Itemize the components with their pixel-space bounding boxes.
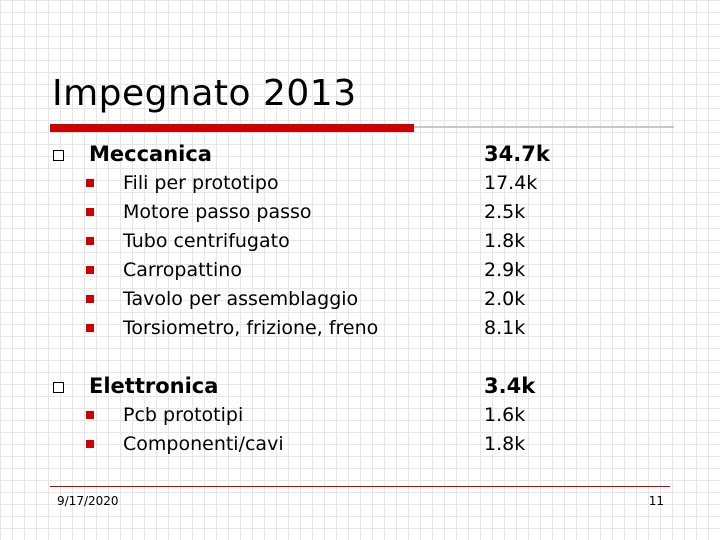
title-accent-bar (50, 124, 414, 132)
list-item: Carropattino 2.9k (0, 256, 720, 285)
red-square-bullet-icon (86, 237, 94, 245)
footer-date: 9/17/2020 (57, 494, 119, 508)
section-row-meccanica: Meccanica 34.7k (0, 140, 720, 169)
title-divider-line (414, 126, 674, 128)
red-square-bullet-icon (86, 208, 94, 216)
item-value: 1.6k (484, 404, 526, 426)
item-label: Torsiometro, frizione, freno (123, 317, 379, 339)
item-label: Tubo centrifugato (123, 230, 290, 252)
item-value: 2.9k (484, 259, 526, 281)
section-total: 34.7k (484, 142, 550, 166)
item-label: Componenti/cavi (123, 433, 284, 455)
footer-divider-line (50, 486, 670, 487)
section-total: 3.4k (484, 374, 536, 398)
section-label: Elettronica (89, 374, 219, 398)
item-value: 2.0k (484, 288, 526, 310)
item-label: Pcb prototipi (123, 404, 244, 426)
list-item: Componenti/cavi 1.8k (0, 430, 720, 459)
list-item: Tavolo per assemblaggio 2.0k (0, 285, 720, 314)
list-item: Fili per prototipo 17.4k (0, 169, 720, 198)
page-number: 11 (648, 494, 664, 508)
item-value: 2.5k (484, 201, 526, 223)
item-label: Motore passo passo (123, 201, 312, 223)
list-item: Torsiometro, frizione, freno 8.1k (0, 314, 720, 343)
item-value: 1.8k (484, 433, 526, 455)
hollow-square-bullet-icon (53, 150, 64, 161)
red-square-bullet-icon (86, 324, 94, 332)
list-item: Tubo centrifugato 1.8k (0, 227, 720, 256)
hollow-square-bullet-icon (53, 382, 64, 393)
red-square-bullet-icon (86, 266, 94, 274)
red-square-bullet-icon (86, 295, 94, 303)
list-item: Pcb prototipi 1.6k (0, 401, 720, 430)
item-label: Carropattino (123, 259, 242, 281)
slide-title: Impegnato 2013 (52, 73, 357, 114)
section-label: Meccanica (89, 142, 212, 166)
red-square-bullet-icon (86, 411, 94, 419)
list-item: Motore passo passo 2.5k (0, 198, 720, 227)
red-square-bullet-icon (86, 440, 94, 448)
item-value: 8.1k (484, 317, 526, 339)
section-row-elettronica: Elettronica 3.4k (0, 372, 720, 401)
red-square-bullet-icon (86, 179, 94, 187)
item-label: Fili per prototipo (123, 172, 279, 194)
item-value: 1.8k (484, 230, 526, 252)
item-label: Tavolo per assemblaggio (123, 288, 359, 310)
item-value: 17.4k (484, 172, 538, 194)
